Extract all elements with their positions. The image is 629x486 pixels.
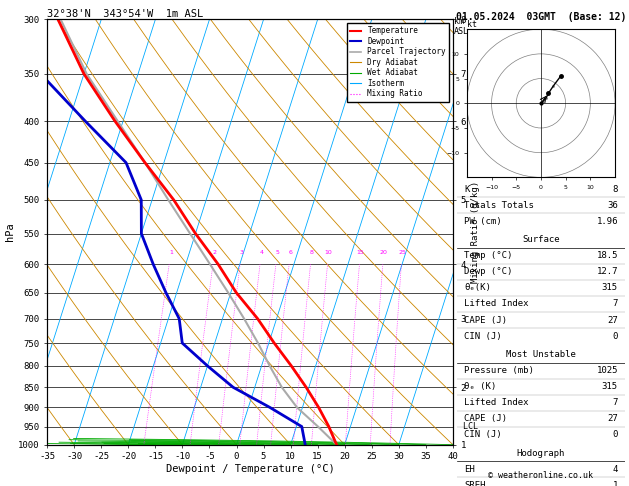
Text: 20: 20 [380, 250, 387, 255]
Text: 1025: 1025 [596, 366, 618, 375]
Text: 36: 36 [607, 201, 618, 210]
Text: θₑ (K): θₑ (K) [464, 382, 496, 391]
Text: 4: 4 [259, 250, 264, 255]
Text: K: K [464, 185, 469, 194]
Text: Dewp (°C): Dewp (°C) [464, 267, 513, 277]
Text: Lifted Index: Lifted Index [464, 398, 528, 407]
Text: LCL: LCL [453, 422, 478, 431]
Legend: Temperature, Dewpoint, Parcel Trajectory, Dry Adiabat, Wet Adiabat, Isotherm, Mi: Temperature, Dewpoint, Parcel Trajectory… [347, 23, 449, 102]
Text: 12.7: 12.7 [596, 267, 618, 277]
Text: 27: 27 [607, 414, 618, 423]
Text: EH: EH [464, 465, 475, 474]
Text: 315: 315 [602, 283, 618, 293]
Text: 0: 0 [613, 430, 618, 439]
Text: 15: 15 [357, 250, 364, 255]
Text: Pressure (mb): Pressure (mb) [464, 366, 534, 375]
Text: Surface: Surface [522, 235, 560, 244]
Text: 6: 6 [289, 250, 292, 255]
Text: Most Unstable: Most Unstable [506, 350, 576, 359]
Text: CAPE (J): CAPE (J) [464, 315, 507, 325]
Text: 1: 1 [169, 250, 173, 255]
Y-axis label: hPa: hPa [5, 223, 15, 242]
Text: 25: 25 [398, 250, 406, 255]
Text: SREH: SREH [464, 481, 486, 486]
Text: 7: 7 [613, 299, 618, 309]
Text: Totals Totals: Totals Totals [464, 201, 534, 210]
Text: CAPE (J): CAPE (J) [464, 414, 507, 423]
Text: © weatheronline.co.uk: © weatheronline.co.uk [489, 471, 593, 480]
Text: PW (cm): PW (cm) [464, 217, 501, 226]
Text: 32°38'N  343°54'W  1m ASL: 32°38'N 343°54'W 1m ASL [47, 9, 203, 18]
Y-axis label: Mixing Ratio (g/kg): Mixing Ratio (g/kg) [472, 181, 481, 283]
Text: 1: 1 [613, 481, 618, 486]
Text: 315: 315 [602, 382, 618, 391]
Text: Temp (°C): Temp (°C) [464, 251, 513, 260]
Text: 5: 5 [276, 250, 279, 255]
Text: 2: 2 [213, 250, 216, 255]
Text: 0: 0 [613, 331, 618, 341]
Text: kt: kt [467, 20, 477, 29]
X-axis label: Dewpoint / Temperature (°C): Dewpoint / Temperature (°C) [165, 464, 335, 474]
Text: 8: 8 [310, 250, 314, 255]
Text: km
ASL: km ASL [454, 17, 469, 36]
Text: θₑ(K): θₑ(K) [464, 283, 491, 293]
Text: Hodograph: Hodograph [517, 449, 565, 458]
Text: 3: 3 [240, 250, 243, 255]
Text: Lifted Index: Lifted Index [464, 299, 528, 309]
Text: 01.05.2024  03GMT  (Base: 12): 01.05.2024 03GMT (Base: 12) [456, 12, 626, 22]
Text: 8: 8 [613, 185, 618, 194]
Text: 18.5: 18.5 [596, 251, 618, 260]
Text: CIN (J): CIN (J) [464, 331, 501, 341]
Text: 7: 7 [613, 398, 618, 407]
Text: CIN (J): CIN (J) [464, 430, 501, 439]
Text: 27: 27 [607, 315, 618, 325]
Text: 10: 10 [325, 250, 333, 255]
Text: 4: 4 [613, 465, 618, 474]
Text: 1.96: 1.96 [596, 217, 618, 226]
